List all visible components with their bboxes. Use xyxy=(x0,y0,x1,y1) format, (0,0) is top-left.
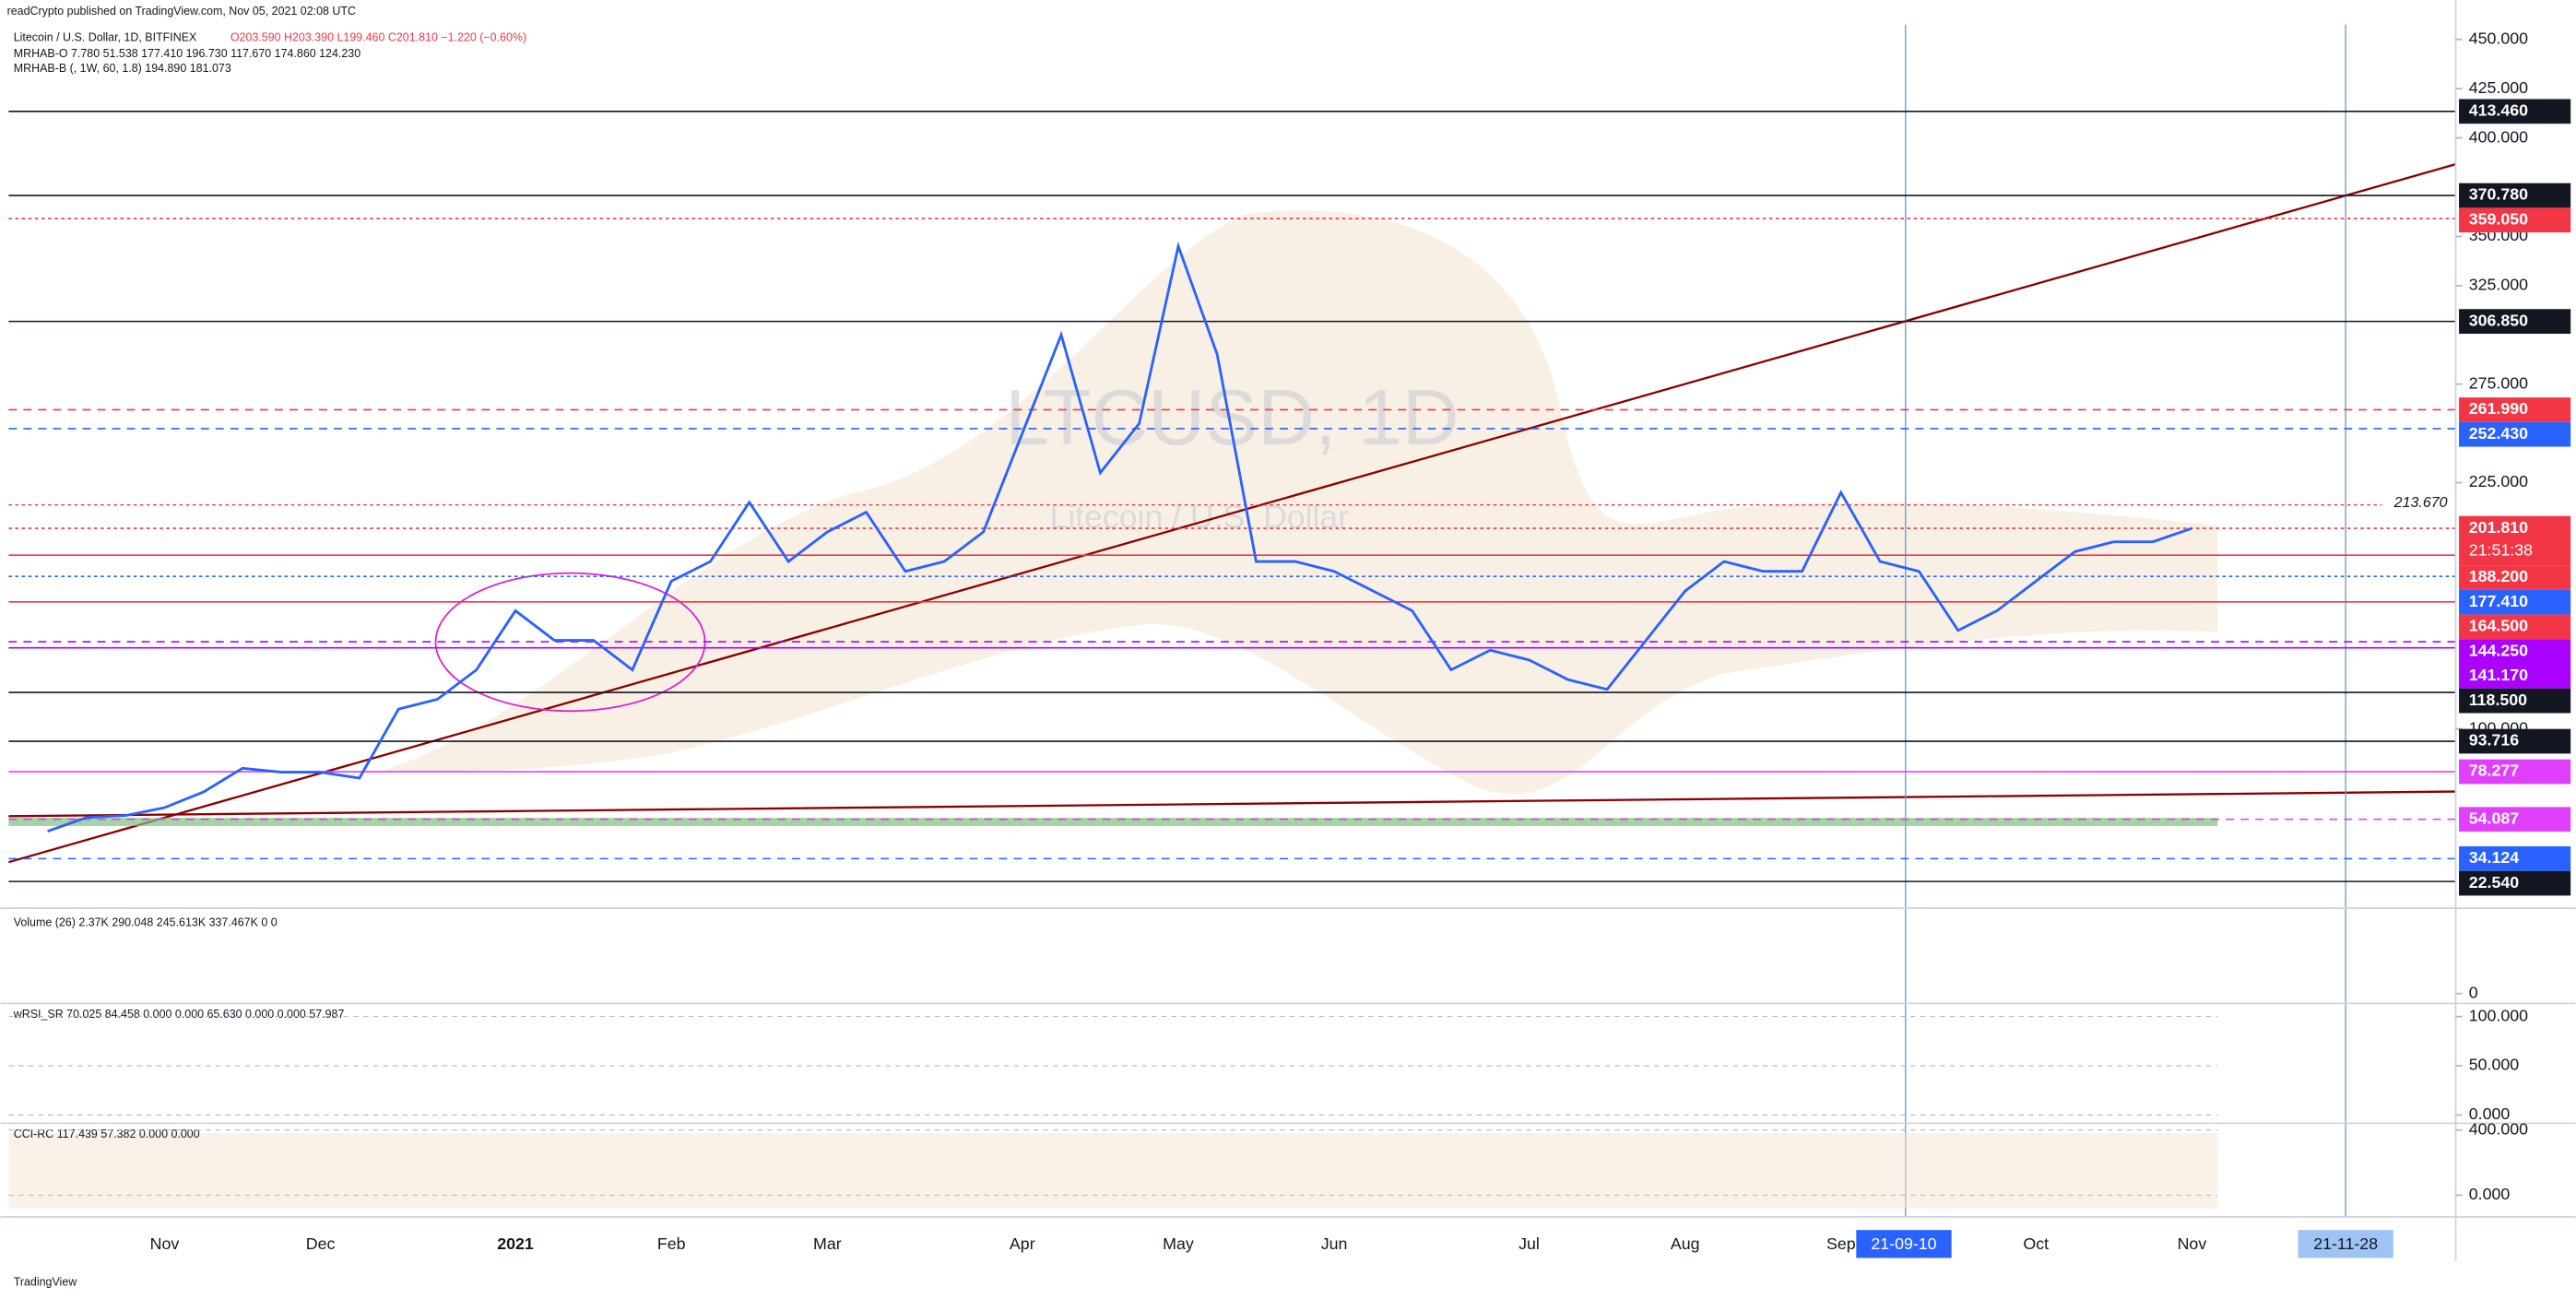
x-tick-label: Apr xyxy=(1010,1234,1035,1253)
pane-y-tick-label: 50.000 xyxy=(2469,1056,2520,1074)
date-marker xyxy=(2298,1230,2393,1258)
price-label: 141.170 xyxy=(2469,666,2528,684)
x-tick-label: Jun xyxy=(1321,1234,1348,1253)
price-label-box xyxy=(2459,99,2571,124)
x-tick-label: May xyxy=(1163,1234,1194,1253)
indicator-label: MRHAB-O 7.780 51.538 177.410 196.730 117… xyxy=(14,47,361,60)
pane-y-tick-label: 100.000 xyxy=(2469,1006,2528,1024)
price-label-box xyxy=(2459,309,2571,334)
price-label: 22.540 xyxy=(2469,873,2520,892)
x-tick-label: Feb xyxy=(657,1234,686,1253)
price-label-box xyxy=(2459,565,2571,590)
pane-y-tick-label: 0.000 xyxy=(2469,1185,2511,1203)
price-label-box xyxy=(2459,589,2571,615)
price-label: 370.780 xyxy=(2469,185,2528,204)
price-label: 34.124 xyxy=(2469,848,2520,867)
support-band xyxy=(8,818,2218,826)
x-tick-label: Jul xyxy=(1518,1234,1540,1253)
pane-y-tick-label: 400.000 xyxy=(2469,1119,2528,1138)
y-tick-label: 275.000 xyxy=(2469,373,2528,392)
pane-y-tick-label: 0 xyxy=(2469,983,2478,1001)
price-label-box xyxy=(2459,846,2571,871)
x-tick-label: Nov xyxy=(2178,1234,2207,1253)
x-tick-label: Nov xyxy=(150,1234,180,1253)
price-label-box xyxy=(2459,639,2571,665)
pane-title: CCI-RC 117.439 57.382 0.000 0.000 xyxy=(14,1128,200,1140)
chart-subtitle: O203.590 H203.390 L199.460 C201.810 −1.2… xyxy=(230,30,526,43)
watermark: LTCUSD, 1D xyxy=(1005,374,1459,462)
price-label-box xyxy=(2459,397,2571,422)
price-label: 177.410 xyxy=(2469,592,2528,610)
price-label: 359.050 xyxy=(2469,209,2528,228)
price-label-box xyxy=(2459,515,2571,566)
price-label-box xyxy=(2459,664,2571,689)
y-tick-label: 400.000 xyxy=(2469,127,2528,146)
date-marker-label: 21-11-28 xyxy=(2313,1234,2378,1253)
trendline xyxy=(8,790,2456,818)
price-label-box xyxy=(2459,807,2571,833)
pane-title: wRSI_SR 70.025 84.458 0.000 0.000 65.630… xyxy=(13,1008,345,1021)
price-label: 201.810 xyxy=(2469,518,2528,537)
footer: TradingView xyxy=(14,1275,78,1288)
price-line xyxy=(47,241,2192,833)
watermark-subtitle: Litecoin / U.S. Dollar xyxy=(1050,498,1350,535)
y-tick-label: 450.000 xyxy=(2469,29,2528,47)
price-label-box xyxy=(2459,728,2571,754)
price-label-box xyxy=(2459,207,2571,233)
y-tick-label: 225.000 xyxy=(2469,472,2528,490)
indicator-label: MRHAB-B (, 1W, 60, 1.8) 194.890 181.073 xyxy=(14,62,231,75)
price-label-box xyxy=(2459,421,2571,447)
annotation: 213.670 xyxy=(2393,494,2448,511)
chart-title: Litecoin / U.S. Dollar, 1D, BITFINEX xyxy=(14,30,197,43)
price-label: 188.200 xyxy=(2469,567,2528,585)
price-label-box xyxy=(2459,688,2571,714)
date-marker-label: 21-09-10 xyxy=(1871,1234,1936,1253)
pane-title: Volume (26) 2.37K 290.048 245.613K 337.4… xyxy=(14,915,278,928)
price-label: 93.716 xyxy=(2469,731,2520,750)
date-marker xyxy=(1856,1230,1952,1258)
x-tick-label: Mar xyxy=(813,1234,842,1253)
price-label: 164.500 xyxy=(2469,617,2528,635)
cci-band xyxy=(8,1133,2218,1210)
price-label-box xyxy=(2459,614,2571,640)
x-tick-label: Sep xyxy=(1826,1234,1856,1253)
x-tick-label: Oct xyxy=(2023,1234,2049,1253)
price-label: 252.430 xyxy=(2469,424,2528,443)
price-label: 413.460 xyxy=(2469,101,2528,120)
x-tick-label: Aug xyxy=(1671,1234,1700,1253)
pane-y-tick-label: 0.000 xyxy=(2469,1104,2511,1123)
price-label: 78.277 xyxy=(2469,762,2520,780)
price-label-box xyxy=(2459,759,2571,785)
y-tick-label: 325.000 xyxy=(2469,276,2528,294)
countdown: 21:51:38 xyxy=(2469,541,2533,560)
price-label: 144.250 xyxy=(2469,641,2528,659)
price-label-box xyxy=(2459,183,2571,208)
trendline xyxy=(8,163,2456,864)
y-tick-label: 425.000 xyxy=(2469,78,2528,97)
price-label: 54.087 xyxy=(2469,809,2520,827)
price-label: 118.500 xyxy=(2469,691,2527,709)
price-label-box xyxy=(2459,870,2571,896)
x-tick-label: 2021 xyxy=(497,1234,534,1253)
price-label: 306.850 xyxy=(2469,311,2528,329)
price-label: 261.990 xyxy=(2469,399,2528,418)
publisher: readCrypto published on TradingView.com,… xyxy=(7,5,356,18)
x-tick-label: Dec xyxy=(306,1234,336,1253)
